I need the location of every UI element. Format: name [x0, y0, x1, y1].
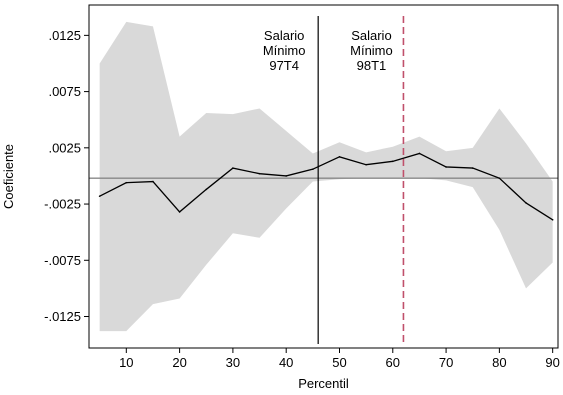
event-label: 97T4: [269, 58, 299, 73]
series-point: [391, 160, 394, 163]
series-line: [99, 152, 554, 221]
plot-frame: [88, 4, 559, 349]
series-layer: [98, 152, 554, 221]
x-tick-label: 60: [386, 355, 400, 370]
series-point: [125, 181, 128, 184]
series-point: [525, 202, 527, 204]
y-tick-label: .0075: [48, 84, 81, 99]
event-label: 98T1: [357, 58, 387, 73]
event-label: Salario: [351, 28, 391, 43]
y-axis-label: Coeficiente: [1, 144, 16, 209]
series-point: [551, 218, 554, 221]
y-axis: .0125 .0075 .0025 -.0025 -.0075 -.0125: [44, 28, 89, 324]
x-tick-label: 80: [492, 355, 506, 370]
confidence-band-layer: [99, 21, 553, 332]
x-tick-label: 70: [439, 355, 453, 370]
x-tick-label: 40: [279, 355, 293, 370]
x-tick-label: 10: [119, 355, 133, 370]
series-point: [338, 156, 341, 158]
y-tick-label: -.0075: [44, 253, 81, 268]
series-point: [471, 167, 474, 169]
x-tick-label: 50: [332, 355, 346, 370]
event-label: Mínimo: [263, 43, 306, 58]
x-axis-label: Percentil: [298, 376, 349, 391]
series-point: [498, 177, 501, 179]
confidence-band: [99, 21, 553, 332]
x-tick-label: 20: [172, 355, 186, 370]
series-point: [205, 188, 208, 191]
series-point: [445, 166, 447, 168]
series-point: [418, 152, 421, 155]
series-point: [312, 168, 314, 170]
series-point: [285, 175, 287, 177]
series-point: [98, 195, 101, 197]
event-label: Mínimo: [350, 43, 393, 58]
series-point: [178, 211, 181, 213]
x-axis: 10 20 30 40 50 60 70 80 90: [119, 348, 560, 370]
y-tick-label: .0125: [48, 28, 81, 43]
series-point: [232, 167, 234, 169]
y-tick-label: -.0025: [44, 197, 81, 212]
event-label: Salario: [264, 28, 304, 43]
series-point: [365, 163, 367, 166]
series-point: [258, 172, 261, 175]
series-point: [152, 180, 154, 183]
y-tick-label: -.0125: [44, 309, 81, 324]
x-tick-label: 90: [545, 355, 559, 370]
x-tick-label: 30: [226, 355, 240, 370]
y-tick-label: .0025: [48, 140, 81, 155]
